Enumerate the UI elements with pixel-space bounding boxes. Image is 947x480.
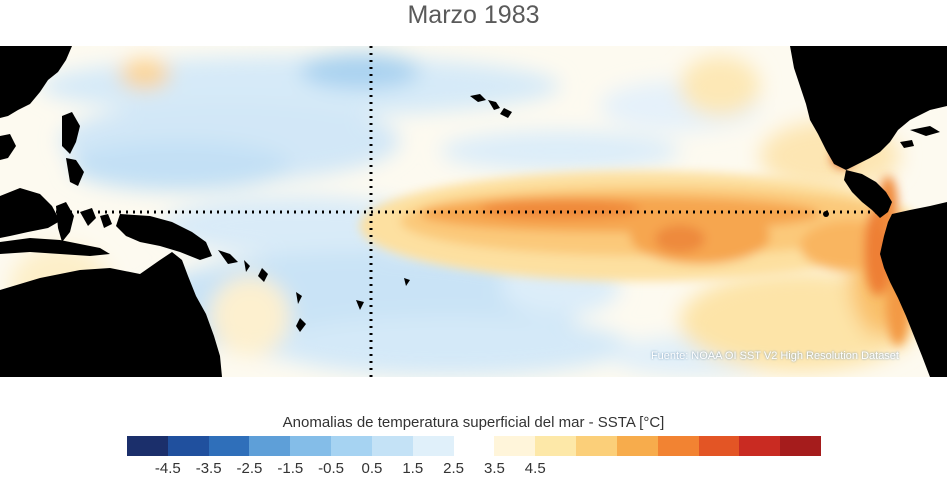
colorbar-segment	[780, 436, 822, 456]
colorbar-segment	[453, 436, 495, 456]
colorbar-segment	[167, 436, 209, 456]
land	[0, 46, 947, 377]
sst-anomaly-map	[0, 46, 947, 377]
colorbar-tick-label: 0.5	[361, 460, 383, 477]
colorbar-segment	[657, 436, 699, 456]
north-america	[790, 46, 947, 170]
reference-lines	[0, 46, 882, 377]
colorbar-segment	[739, 436, 781, 456]
asia-landmass	[0, 46, 72, 118]
colorbar-segment	[331, 436, 372, 456]
colorbar-tick-label: -3.5	[195, 460, 222, 477]
colorbar-title: Anomalias de temperatura superficial del…	[282, 414, 665, 431]
anomaly-field	[10, 53, 920, 376]
new-guinea	[116, 214, 212, 260]
colorbar-segment	[208, 436, 250, 456]
colorbar-ticks: -4.5 -3.5 -2.5 -1.5 -0.5 0.5 1.5 2.5 3.5 4.5	[127, 460, 821, 480]
australia	[0, 252, 222, 377]
colorbar-tick-label: 1.5	[402, 460, 424, 477]
colorbar-segment	[616, 436, 658, 456]
central-america	[844, 170, 892, 218]
colorbar-segment	[249, 436, 291, 456]
colorbar-segment	[576, 436, 617, 456]
colorbar-tick-label: 2.5	[443, 460, 465, 477]
warm-tongue	[360, 148, 920, 346]
colorbar	[127, 436, 822, 456]
colorbar-tick-label: -0.5	[318, 460, 345, 477]
south-america	[880, 202, 947, 377]
colorbar-segment	[371, 436, 413, 456]
colorbar-segment	[535, 436, 577, 456]
colorbar-segment	[290, 436, 332, 456]
colorbar-tick-label: -4.5	[154, 460, 181, 477]
colorbar-segment	[494, 436, 536, 456]
data-source-note: Fuente: NOAA OI SST V2 High Resolution D…	[650, 350, 899, 362]
sulawesi	[56, 202, 74, 242]
map-title: Marzo 1983	[407, 1, 540, 29]
colorbar-segment	[127, 436, 168, 456]
colorbar-tick-label: 4.5	[524, 460, 546, 477]
colorbar-tick-label: -1.5	[277, 460, 304, 477]
colorbar-tick-label: 3.5	[483, 460, 505, 477]
colorbar-segment	[698, 436, 740, 456]
colorbar-segment	[412, 436, 454, 456]
colorbar-tick-label: -2.5	[236, 460, 263, 477]
philippines	[62, 112, 80, 154]
